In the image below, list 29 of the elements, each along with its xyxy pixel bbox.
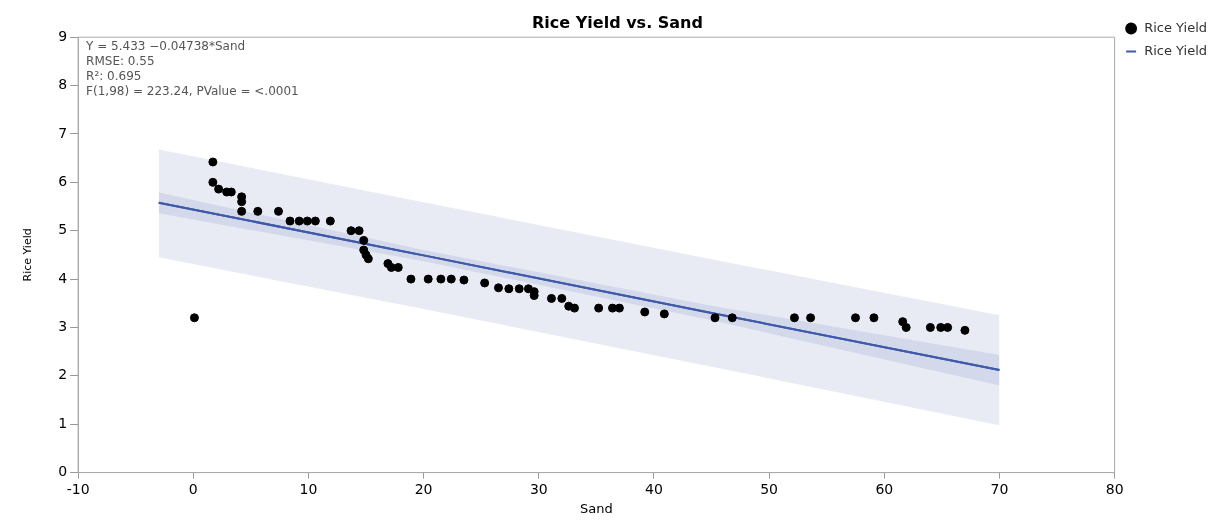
- y-tick-label: 3: [58, 318, 68, 335]
- x-tick-label: 80: [1105, 480, 1124, 497]
- y-tick-label: 2: [58, 366, 68, 383]
- y-tick-label: 8: [58, 76, 68, 93]
- chart-title: Rice Yield vs. Sand: [532, 12, 703, 32]
- x-tick-label: -10: [66, 480, 90, 497]
- y-tick-label: 9: [58, 27, 68, 44]
- x-tick-label: 30: [529, 480, 548, 497]
- y-tick-label: 0: [58, 463, 68, 480]
- x-tick-label: 40: [645, 480, 663, 497]
- annotation: Y = 5.433 −0.04738*Sand: [85, 39, 246, 54]
- annotation: F(1,98) = 223.24, PValue = <.0001: [86, 84, 299, 99]
- y-tick-label: 5: [58, 221, 68, 238]
- x-axis-title: Sand: [580, 500, 613, 516]
- x-tick-label: 10: [299, 480, 318, 497]
- legend-label: Rice Yield: [1144, 19, 1207, 35]
- x-tick-label: 0: [188, 480, 198, 497]
- x-tick-label: 60: [875, 480, 894, 497]
- annotation: RMSE: 0.55: [86, 54, 155, 69]
- y-tick-label: 1: [58, 414, 68, 431]
- x-tick-label: 20: [414, 480, 433, 497]
- annotation: R²: 0.695: [86, 69, 142, 84]
- x-tick-label: 70: [990, 480, 1009, 497]
- y-tick-label: 7: [58, 124, 68, 141]
- y-tick-label: 6: [58, 172, 68, 189]
- x-tick-label: 50: [760, 480, 779, 497]
- legend-label: Rice Yield: [1144, 42, 1207, 58]
- y-tick-label: 4: [58, 269, 68, 286]
- y-axis-title: Rice Yield: [21, 228, 35, 282]
